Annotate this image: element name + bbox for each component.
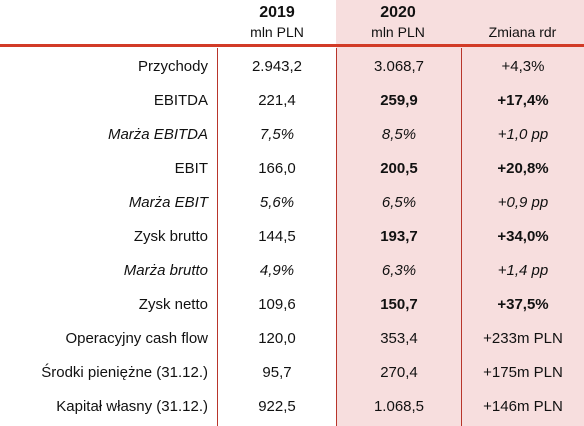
value-2019: 109,6 [258,296,296,313]
header-divider [0,44,584,47]
table-row: EBITDA 221,4 259,9 +17,4% [0,84,584,117]
value-change: +17,4% [497,92,549,109]
value-change: +146m PLN [483,398,563,415]
value-2019: 7,5% [259,126,295,143]
table-row: Marża brutto 4,9% 6,3% +1,4 pp [0,254,584,287]
row-label: EBITDA [153,92,208,109]
row-label: Marża EBIT [128,194,208,211]
table-row: Zysk netto 109,6 150,7 +37,5% [0,288,584,321]
value-change: +175m PLN [483,364,563,381]
row-label: Marża brutto [123,262,208,279]
row-label: Przychody [137,58,208,75]
table-row: EBIT 166,0 200,5 +20,8% [0,152,584,185]
value-2019: 95,7 [262,364,292,381]
value-2020: 270,4 [380,364,418,381]
value-2019: 922,5 [258,398,296,415]
value-2020: 353,4 [380,330,418,347]
row-label: Zysk netto [138,296,208,313]
table-row: Zysk brutto 144,5 193,7 +34,0% [0,220,584,253]
value-change: +233m PLN [483,330,563,347]
table-row: Przychody 2.943,2 3.068,7 +4,3% [0,50,584,83]
value-change: +0,9 pp [497,194,549,211]
value-2019: 5,6% [259,194,295,211]
value-2019: 4,9% [259,262,295,279]
header-year-2019: 2019 [259,4,295,21]
value-2019: 2.943,2 [251,58,303,75]
row-label: Kapitał własny (31.12.) [56,398,208,415]
value-2020: 259,9 [380,92,418,109]
value-2020: 8,5% [381,126,417,143]
value-change: +34,0% [497,228,549,245]
header-unit-2019: mln PLN [250,24,304,40]
row-label: Środki pieniężne (31.12.) [41,364,208,381]
value-2020: 6,5% [381,194,417,211]
value-change: +1,4 pp [497,262,549,279]
header-year-2020: 2020 [380,4,416,21]
value-change: +1,0 pp [497,126,549,143]
header-unit-2020: mln PLN [371,24,425,40]
row-label: EBIT [174,160,208,177]
value-2019: 166,0 [258,160,296,177]
value-2019: 120,0 [258,330,296,347]
table-row: Marża EBIT 5,6% 6,5% +0,9 pp [0,186,584,219]
value-2020: 1.068,5 [373,398,425,415]
table-row: Operacyjny cash flow 120,0 353,4 +233m P… [0,322,584,355]
column-divider [461,48,462,426]
value-change: +20,8% [497,160,549,177]
value-2019: 221,4 [258,92,296,109]
table-row: Środki pieniężne (31.12.) 95,7 270,4 +17… [0,356,584,389]
value-2020: 150,7 [380,296,418,313]
value-change: +4,3% [501,58,545,75]
table-row: Kapitał własny (31.12.) 922,5 1.068,5 +1… [0,390,584,423]
table-row: Marża EBITDA 7,5% 8,5% +1,0 pp [0,118,584,151]
column-2020-highlight [336,0,584,426]
value-2020: 200,5 [380,160,418,177]
value-2020: 193,7 [380,228,418,245]
value-2020: 6,3% [381,262,417,279]
row-label: Operacyjny cash flow [65,330,208,347]
column-divider [336,48,337,426]
row-label: Zysk brutto [133,228,208,245]
column-divider [217,48,218,426]
header-change: Zmiana rdr [488,24,557,40]
value-2019: 144,5 [258,228,296,245]
row-label: Marża EBITDA [107,126,208,143]
value-change: +37,5% [497,296,549,313]
value-2020: 3.068,7 [373,58,425,75]
